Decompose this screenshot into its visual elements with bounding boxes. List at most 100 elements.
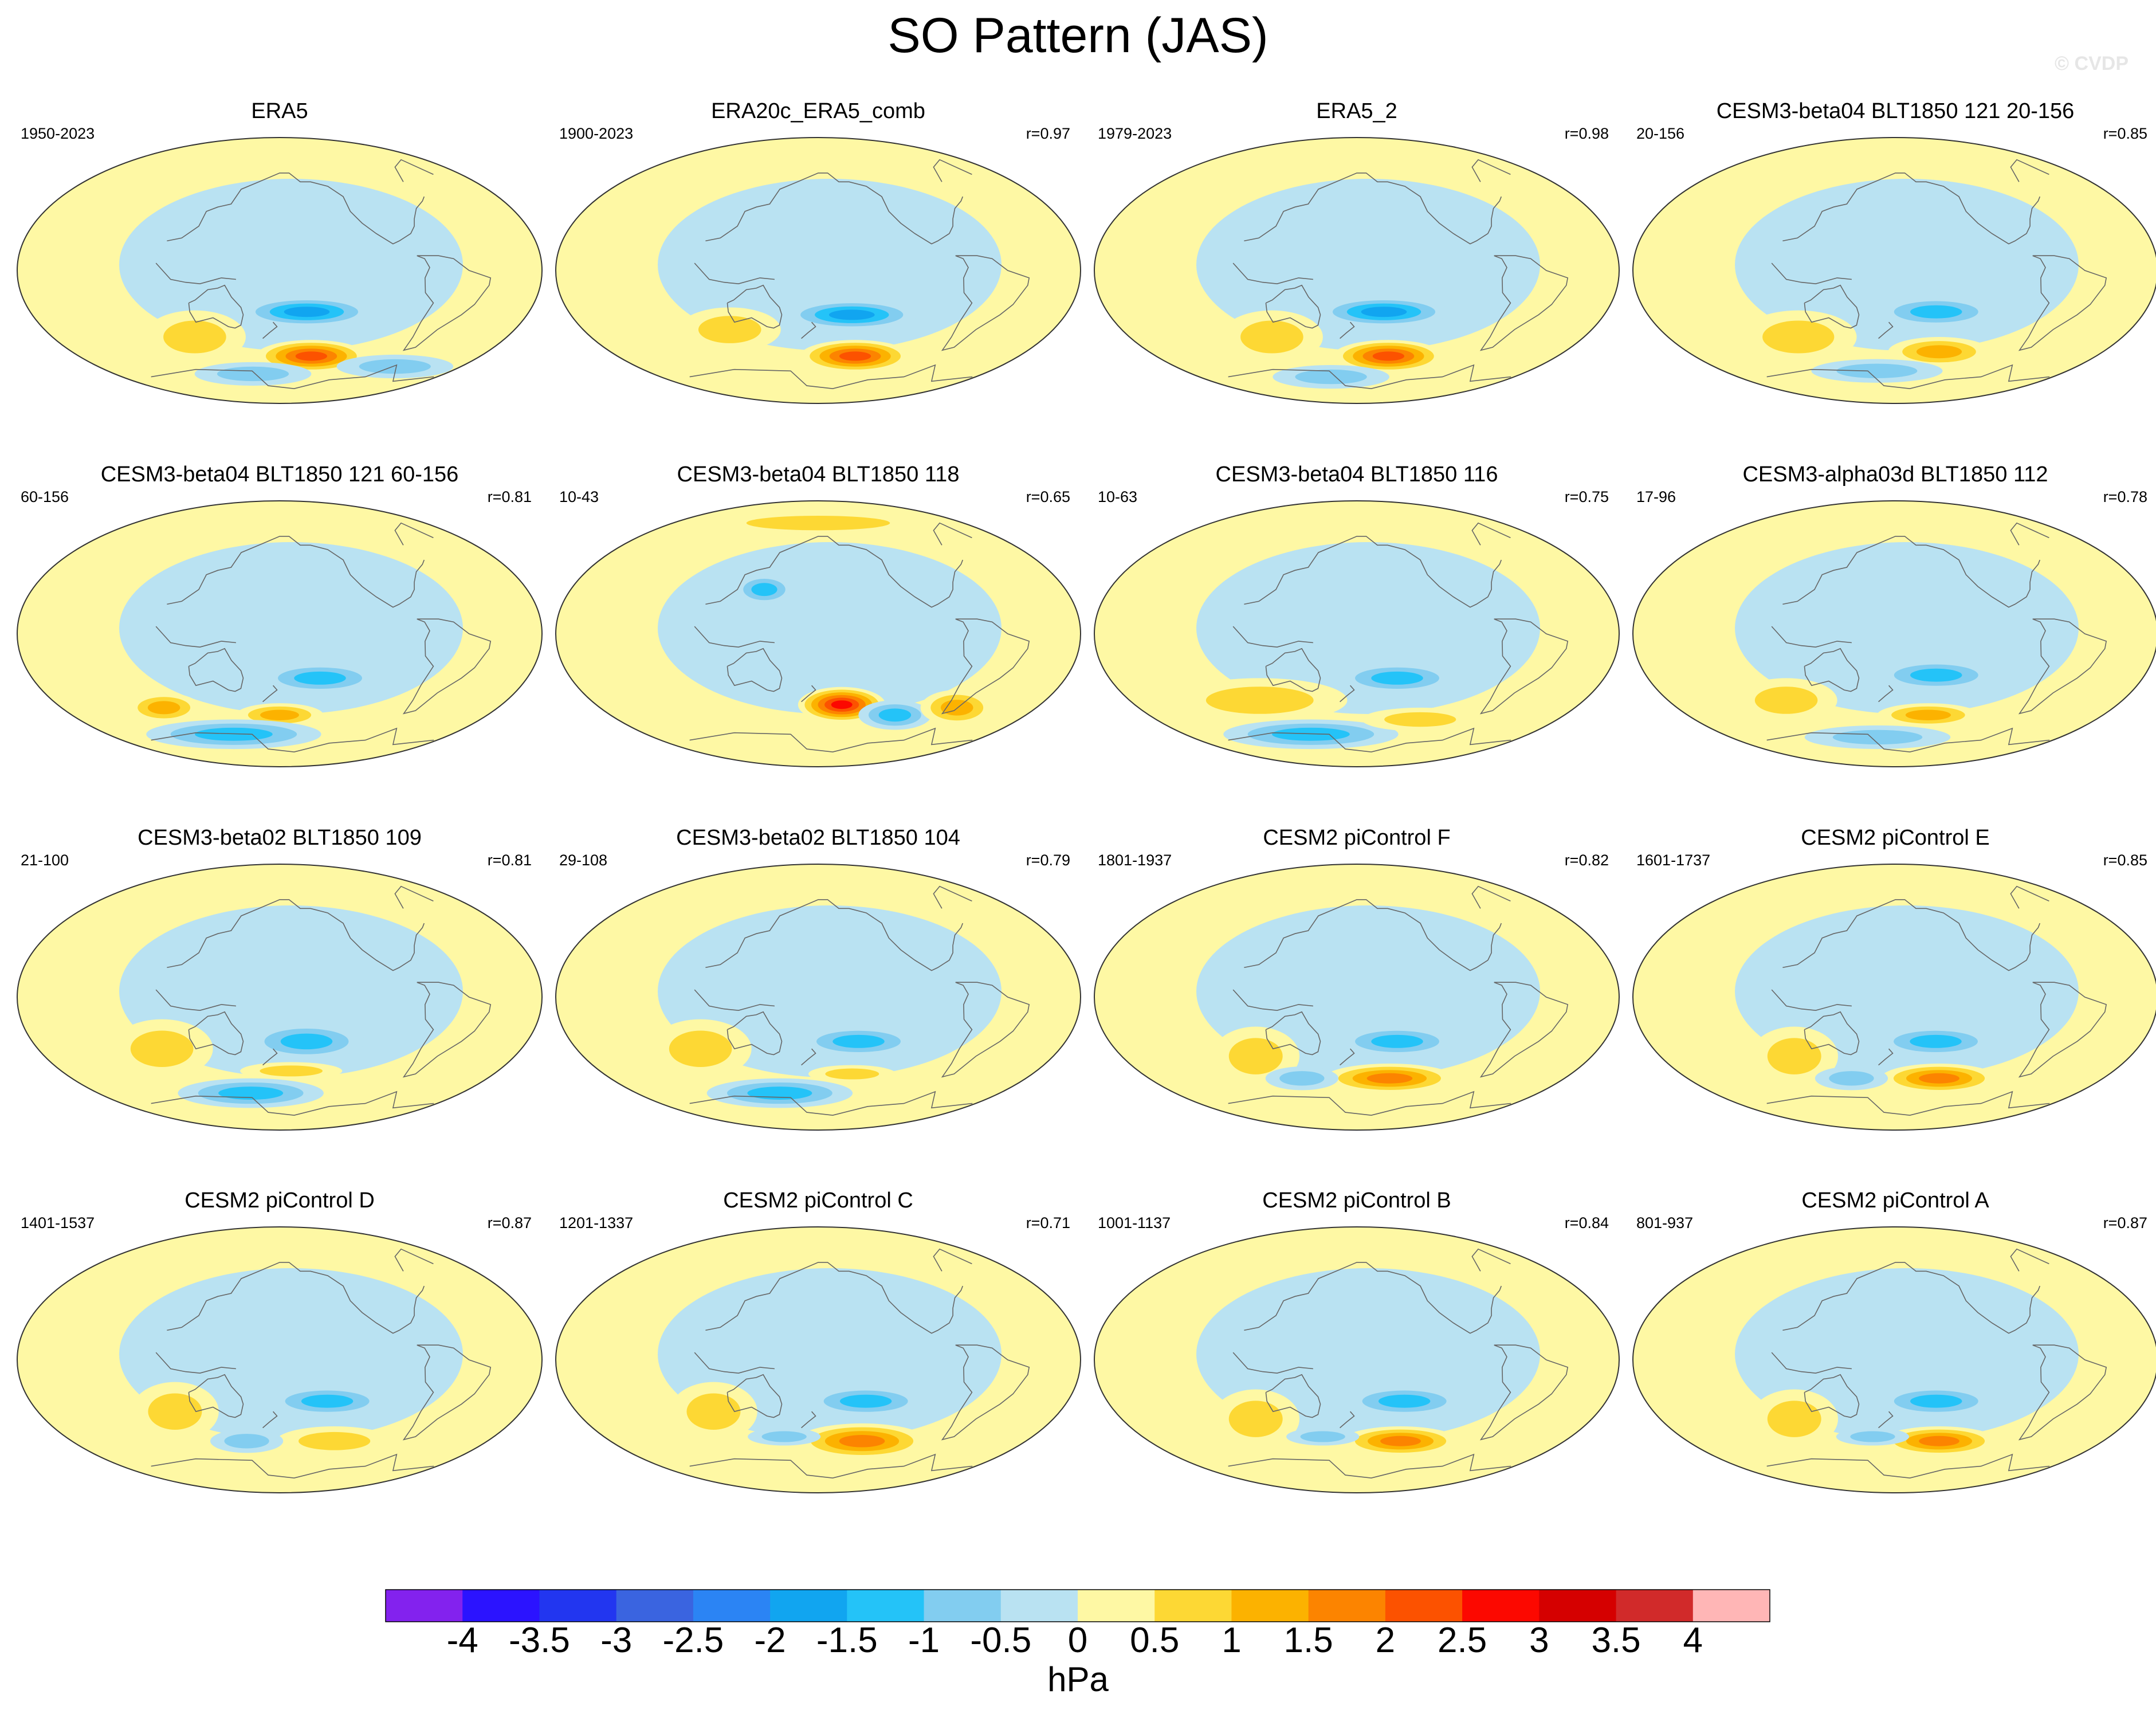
contour-fill <box>1754 687 1818 714</box>
contour-fill <box>148 1393 202 1430</box>
coastline <box>933 1248 972 1272</box>
colorbar-tick-label: -0.5 <box>970 1621 1032 1660</box>
panel-title: CESM2 piControl C <box>723 1189 913 1213</box>
pacific-negative-band <box>119 542 463 714</box>
map-panel: CESM3-beta04 BLT1850 121 20-156 20-156 r=0… <box>1626 99 2156 457</box>
contour-fill <box>1905 709 1951 720</box>
coastline <box>1771 989 1852 1011</box>
map-outline <box>1632 1226 2156 1493</box>
coastline <box>801 1048 816 1066</box>
map-svg <box>1632 1226 2156 1493</box>
coastline <box>402 1344 492 1441</box>
coastline <box>155 626 236 648</box>
coastline <box>1479 982 1569 1078</box>
contour-fill <box>1371 1034 1423 1048</box>
colorbar-swatch <box>924 1590 1002 1622</box>
coastline <box>1232 626 1313 648</box>
map-outline <box>17 864 543 1131</box>
coastline <box>1771 626 1852 648</box>
coastline <box>689 1091 973 1116</box>
colorbar-swatch <box>693 1590 771 1622</box>
map-svg <box>17 864 543 1131</box>
coastline <box>262 685 278 703</box>
colorbar-swatch <box>1231 1590 1309 1622</box>
watermark: © CVDP <box>2055 53 2128 74</box>
coastline <box>694 989 775 1011</box>
coastline <box>1340 321 1355 339</box>
panel-period: 1979-2023 <box>1098 125 1172 142</box>
coastline <box>1766 364 2050 390</box>
coastline <box>1878 321 1894 339</box>
contour-fill <box>147 701 180 715</box>
coastline <box>1766 1091 2050 1116</box>
coastline <box>726 648 783 692</box>
contour-fill <box>1850 1431 1895 1442</box>
colorbar-swatch <box>616 1590 694 1622</box>
contour-fill <box>1910 305 1962 319</box>
coastline <box>1340 685 1355 703</box>
panel-period: 1950-2023 <box>21 125 95 142</box>
map-outline <box>555 500 1081 767</box>
map-panel: CESM3-beta04 BLT1850 118 10-43 r=0.65 <box>549 462 1087 820</box>
colorbar-frame <box>385 1589 1770 1622</box>
coastline <box>2010 159 2049 182</box>
contour-fill <box>1910 1394 1962 1408</box>
colorbar-tick-label: 1 <box>1222 1621 1242 1660</box>
panel-period: 17-96 <box>1636 488 1676 505</box>
contour-fill <box>217 366 289 382</box>
map-panel: CESM2 piControl D 1401-1537 r=0.87 <box>10 1188 549 1546</box>
map-panel: ERA5_2 1979-2023 r=0.98 <box>1087 99 1626 457</box>
panel-correlation: r=0.71 <box>1026 1214 1070 1231</box>
map-svg <box>1094 137 1620 404</box>
contour-fill <box>260 709 299 720</box>
coastline <box>262 321 278 339</box>
colorbar-swatch <box>539 1590 617 1622</box>
panel-correlation: r=0.82 <box>1564 852 1609 869</box>
coastline <box>694 1352 775 1374</box>
panel-period: 21-100 <box>21 852 69 869</box>
coastline <box>1471 1248 1511 1272</box>
map-panel: CESM2 piControl C 1201-1337 r=0.71 <box>549 1188 1087 1546</box>
contour-fill <box>1910 1034 1962 1048</box>
map-outline <box>1094 864 1620 1131</box>
coastline <box>1479 618 1569 715</box>
contour-fill <box>832 1034 885 1048</box>
colorbar-swatch <box>770 1590 847 1622</box>
contour-fill <box>746 515 890 531</box>
contour-fill <box>828 309 875 320</box>
map-panel: CESM2 piControl A 801-937 r=0.87 <box>1626 1188 2156 1546</box>
contour-fill <box>1279 1071 1325 1086</box>
pacific-negative-band <box>119 179 463 351</box>
contour-fill <box>301 1394 354 1408</box>
pacific-negative-band <box>1735 542 2079 714</box>
map-outline <box>1632 137 2156 404</box>
coastline <box>188 1374 244 1418</box>
coastline <box>1878 685 1894 703</box>
map-panel: CESM3-beta02 BLT1850 104 29-108 r=0.79 <box>549 825 1087 1183</box>
map-svg <box>555 137 1081 404</box>
colorbar-tick-label: 1.5 <box>1283 1621 1333 1660</box>
contour-fill <box>1910 668 1962 682</box>
contour-fill <box>1372 351 1404 361</box>
coastline <box>1804 284 1860 329</box>
panel-title: ERA5_2 <box>1316 99 1397 123</box>
coastline <box>394 1248 434 1272</box>
panel-correlation: r=0.97 <box>1026 125 1070 142</box>
panel-correlation: r=0.84 <box>1564 1214 1609 1231</box>
contour-fill <box>224 1434 269 1449</box>
contour-fill <box>1240 320 1303 354</box>
contour-fill <box>299 1431 371 1450</box>
map-svg <box>17 1226 543 1493</box>
panel-title: ERA20c_ERA5_comb <box>711 99 925 123</box>
contour-fill <box>839 1435 885 1448</box>
coastline <box>188 648 244 692</box>
contour-fill <box>1228 1401 1283 1437</box>
colorbar-tick-label: -4 <box>446 1621 478 1660</box>
contour-fill <box>825 1068 879 1080</box>
colorbar-swatch <box>1692 1590 1770 1622</box>
coastline <box>2018 982 2107 1078</box>
coastline <box>1878 1411 1894 1429</box>
contour-fill <box>1378 1394 1431 1408</box>
map-outline <box>1632 500 2156 767</box>
coastline <box>941 982 1030 1078</box>
